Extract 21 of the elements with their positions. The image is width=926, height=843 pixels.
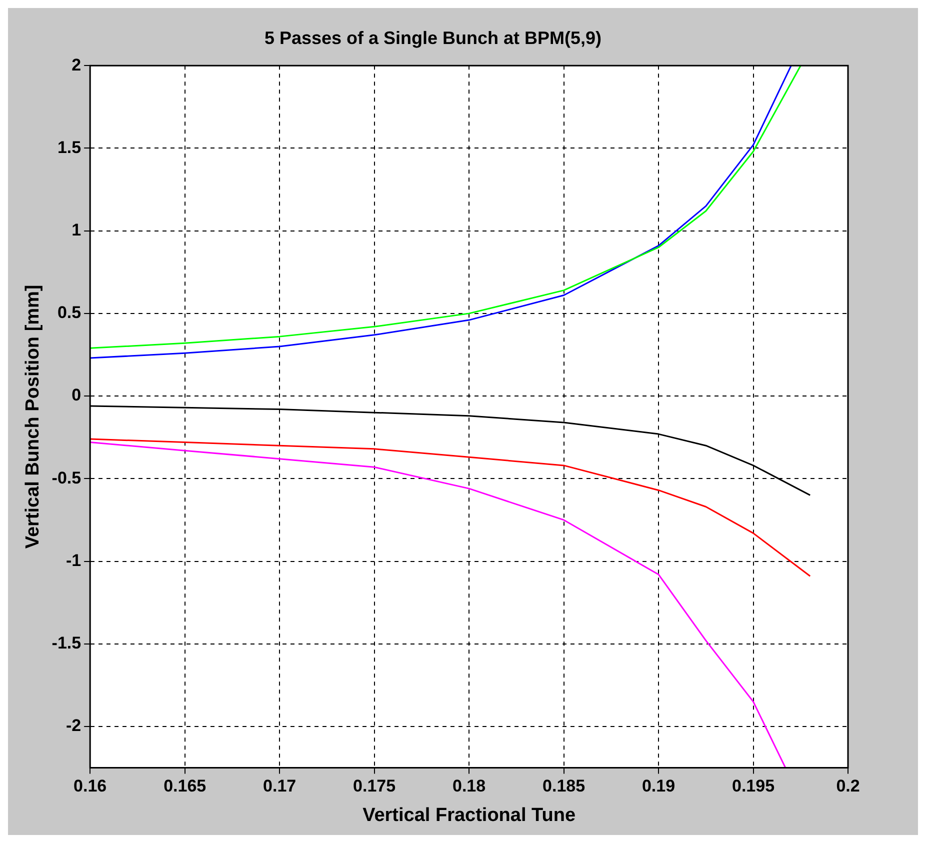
x-tick-label: 0.2	[836, 776, 860, 796]
x-tick-label: 0.16	[74, 776, 107, 796]
x-tick-label: 0.17	[263, 776, 296, 796]
y-axis-title: Vertical Bunch Position [mm]	[22, 284, 44, 549]
y-tick-label: 1.5	[57, 138, 82, 157]
y-tick-label: 0.5	[57, 303, 82, 322]
x-tick-label: 0.19	[642, 776, 676, 796]
x-axis-title: Vertical Fractional Tune	[362, 804, 576, 826]
x-tick-label: 0.175	[353, 776, 396, 796]
chart-title: 5 Passes of a Single Bunch at BPM(5,9)	[264, 28, 602, 48]
x-tick-label: 0.195	[732, 776, 775, 796]
y-tick-label: 0	[72, 386, 82, 405]
y-tick-label: 1	[72, 220, 82, 240]
x-tick-label: 0.185	[542, 776, 586, 796]
x-tick-label: 0.165	[164, 776, 206, 796]
y-tick-label: -1.5	[52, 634, 82, 653]
y-tick-label: -1	[66, 550, 82, 570]
y-tick-label: -2	[66, 716, 82, 736]
y-tick-label: -0.5	[52, 468, 82, 488]
x-tick-label: 0.18	[452, 776, 486, 796]
y-tick-label: 2	[72, 55, 82, 74]
